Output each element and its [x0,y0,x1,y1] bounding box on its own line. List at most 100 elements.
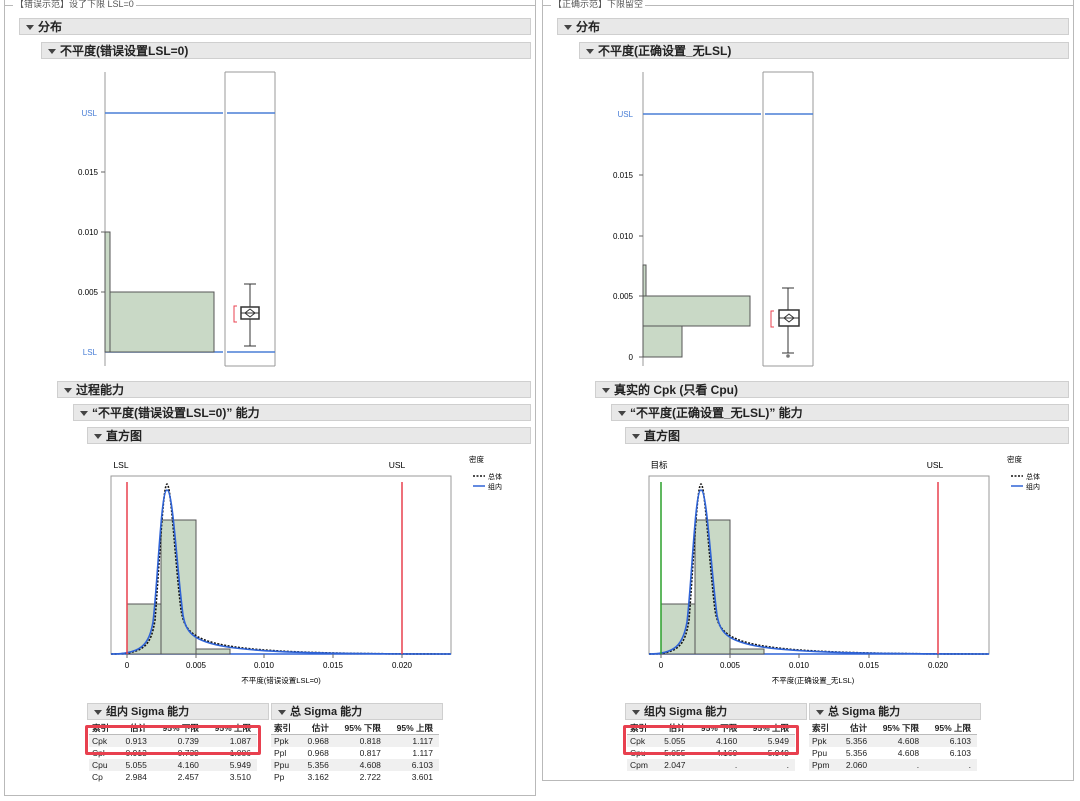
spec-left-label: 目标 [650,460,668,470]
y-tick: 0.005 [78,288,99,297]
disclosure-icon[interactable] [48,49,56,55]
col-header: 索引 [809,723,838,735]
col-header: 估计 [837,723,874,735]
x-tick: 0.015 [859,661,880,670]
y-tick: 0.010 [613,232,634,241]
table-row: Pp 3.162 2.722 3.601 [274,772,433,782]
spec-left-label: LSL [113,460,128,470]
overall-sigma-table: 索引 估计 95% 下限 95% 上限 Ppk 0.968 0.818 1.117 P… [271,723,439,783]
capability-var-header[interactable]: “不平度(错误设置LSL=0)” 能力 [73,404,531,421]
x-tick: 0 [659,661,664,670]
col-header: 索引 [627,723,656,735]
disclosure-icon[interactable] [80,411,88,417]
left-report-panel: 【错误示范】设了下限 LSL=0 分布 不平度(错误设置LSL=0) USL L… [4,0,536,796]
spec-right-label: USL [389,460,406,470]
y-tick: 0 [629,353,634,362]
within-sigma-header[interactable]: 组内 Sigma 能力 [625,703,807,720]
histogram-header[interactable]: 直方图 [87,427,531,444]
usl-label: USL [81,109,97,118]
disclosure-icon[interactable] [64,388,72,394]
table-row: Cpu 5.055 4.160 5.949 [89,759,257,771]
col-header: 95% 上限 [204,723,257,735]
x-tick: 0.020 [392,661,413,670]
usl-label: USL [617,110,633,119]
left-panel-title: 【错误示范】设了下限 LSL=0 [13,0,136,9]
capability-var-header[interactable]: “不平度(正确设置_无LSL)” 能力 [611,404,1069,421]
right-report-panel: 【正确示范】下限留空 分布 不平度(正确设置_无LSL) USL 0 0.005… [542,0,1074,781]
capability-header-label: 真实的 Cpk (只看 Cpu) [614,383,738,397]
col-header: 95% 下限 [334,723,387,735]
dist-header[interactable]: 分布 [19,18,531,35]
within-sigma-table: 索引 估计 95% 下限 95% 上限 Cpk 5.055 4.160 5.949 C… [627,723,795,771]
lsl-label: LSL [83,348,98,357]
x-tick: 0.020 [928,661,949,670]
capability-header[interactable]: 过程能力 [57,381,531,398]
x-tick: 0.015 [323,661,344,670]
legend-within: 组内 [1026,482,1040,491]
disclosure-icon[interactable] [94,709,102,715]
capability-histogram: LSL USL 密度 总体 组内 0 0.005 0.010 0.015 0.0… [110,454,502,685]
col-header: 95% 上限 [386,723,439,735]
legend-overall: 总体 [488,472,502,481]
legend-title: 密度 [1007,454,1022,464]
var-header[interactable]: 不平度(正确设置_无LSL) [579,42,1069,59]
histogram-header[interactable]: 直方图 [625,427,1069,444]
disclosure-icon[interactable] [94,434,102,440]
overall-sigma-title: 总 Sigma 能力 [290,706,363,718]
x-tick: 0.005 [186,661,207,670]
legend-title: 密度 [469,454,484,464]
disclosure-icon[interactable] [26,25,34,31]
within-sigma-title: 组内 Sigma 能力 [106,706,190,718]
x-tick: 0 [125,661,130,670]
capability-histogram: 目标 USL 密度 总体 组内 0 0.005 0.010 0.015 0.02… [648,454,1040,685]
col-header: 估计 [117,723,153,735]
capability-header-label: 过程能力 [76,383,125,397]
col-header: 95% 上限 [743,723,795,735]
overall-sigma-table: 索引 估计 95% 下限 95% 上限 Ppk 5.356 4.608 6.103 P… [809,723,977,771]
table-row: Cpm 2.047.. [627,759,795,771]
dist-header-label: 分布 [576,20,601,34]
disclosure-icon[interactable] [632,434,640,440]
disclosure-icon[interactable] [816,709,824,715]
within-sigma-title: 组内 Sigma 能力 [644,706,728,718]
table-row: Cp 2.984 2.457 3.510 [92,772,251,782]
disclosure-icon[interactable] [618,411,626,417]
disclosure-icon[interactable] [278,709,286,715]
legend-within: 组内 [488,482,502,491]
spec-right-label: USL [927,460,944,470]
y-tick: 0.015 [613,171,634,180]
table-row: Ppm 2.060.. [809,759,977,771]
col-header: 95% 上限 [925,723,977,735]
disclosure-icon[interactable] [586,49,594,55]
y-tick: 0.010 [78,228,99,237]
disclosure-icon[interactable] [564,25,572,31]
overall-sigma-header[interactable]: 总 Sigma 能力 [809,703,981,720]
table-row: Ppk 0.968 0.818 1.117 [271,734,439,747]
table-row: Ppu 5.356 4.608 6.103 [271,759,439,771]
table-row: Cpk 0.913 0.739 1.087 [89,734,257,747]
x-tick: 0.005 [720,661,741,670]
disclosure-icon[interactable] [632,709,640,715]
var-header-label: 不平度(正确设置_无LSL) [598,44,732,58]
x-axis-label: 不平度(错误设置LSL=0) [241,675,321,685]
dist-header-label: 分布 [38,20,63,34]
histogram-header-label: 直方图 [106,429,143,443]
overall-sigma-header[interactable]: 总 Sigma 能力 [271,703,443,720]
within-sigma-header[interactable]: 组内 Sigma 能力 [87,703,269,720]
col-header: 95% 下限 [691,723,744,735]
distribution-plot: USL 0 0.005 0.010 0.015 [613,71,814,367]
x-tick: 0.010 [789,661,810,670]
col-header: 索引 [271,723,299,735]
capability-var-header-label: “不平度(正确设置_无LSL)” 能力 [630,406,803,420]
col-header: 估计 [299,723,335,735]
x-axis-label: 不平度(正确设置_无LSL) [772,675,855,685]
var-header-label: 不平度(错误设置LSL=0) [60,44,189,58]
col-header: 95% 下限 [873,723,926,735]
capability-header[interactable]: 真实的 Cpk (只看 Cpu) [595,381,1069,398]
disclosure-icon[interactable] [602,388,610,394]
col-header: 索引 [89,723,117,735]
dist-header[interactable]: 分布 [557,18,1069,35]
var-header[interactable]: 不平度(错误设置LSL=0) [41,42,531,59]
highlight-box [623,725,799,755]
highlight-box [85,725,261,755]
